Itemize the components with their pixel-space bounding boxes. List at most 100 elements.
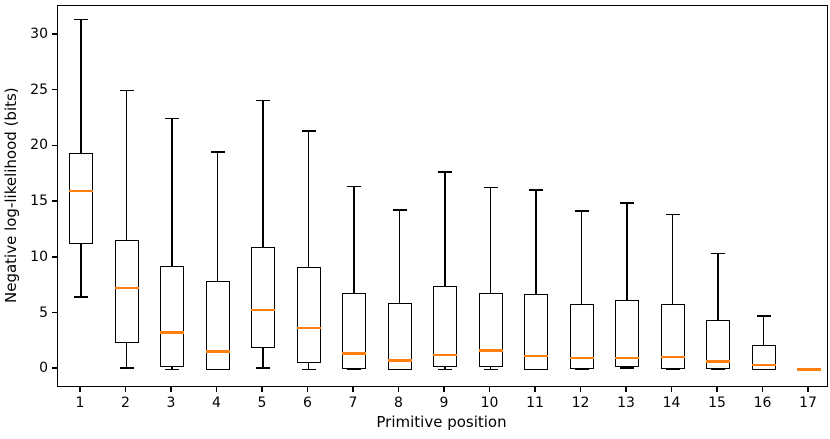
- x-tick-mark: [579, 386, 582, 392]
- x-tick-label: 17: [799, 395, 817, 411]
- y-tick-label: 25: [30, 81, 48, 98]
- x-tick-label: 3: [166, 395, 176, 411]
- whisker-cap-lower: [347, 368, 361, 371]
- median-line: [114, 286, 139, 290]
- x-tick-mark: [124, 386, 127, 392]
- whisker-cap-lower: [74, 296, 88, 298]
- median-line: [660, 355, 685, 359]
- whisker-upper: [535, 189, 537, 296]
- whisker-lower: [444, 365, 446, 370]
- x-tick-label: 16: [753, 395, 772, 411]
- x-tick-label: 6: [303, 395, 312, 411]
- whisker-upper: [444, 172, 446, 288]
- y-tick-mark: [52, 88, 57, 91]
- whisker-upper: [80, 19, 82, 155]
- median-line: [433, 353, 457, 357]
- whisker-upper: [671, 214, 674, 306]
- median-line: [569, 356, 594, 360]
- iqr-box: [478, 293, 503, 368]
- whisker-cap-upper: [210, 151, 225, 153]
- median-line: [342, 352, 366, 355]
- median-line: [706, 360, 730, 363]
- median-line: [751, 363, 776, 367]
- whisker-cap-upper: [392, 209, 407, 211]
- whisker-upper: [398, 209, 401, 305]
- y-tick-mark: [52, 144, 57, 147]
- x-tick-label: 9: [439, 395, 449, 411]
- whisker-lower: [307, 361, 310, 370]
- x-axis-label: Primitive position: [376, 413, 507, 431]
- whisker-upper: [626, 203, 628, 302]
- x-tick-mark: [352, 386, 354, 392]
- whisker-lower: [80, 242, 82, 297]
- whisker-upper: [717, 253, 719, 322]
- y-tick-mark: [52, 33, 57, 35]
- median-line: [296, 326, 321, 330]
- x-tick-label: 14: [662, 395, 681, 411]
- whisker-cap-lower: [438, 368, 452, 371]
- x-tick-mark: [170, 386, 172, 392]
- iqr-box: [342, 293, 366, 369]
- iqr-box: [114, 239, 139, 343]
- y-tick-mark: [52, 367, 57, 370]
- y-tick-mark: [52, 256, 57, 258]
- x-tick-mark: [443, 386, 445, 392]
- x-tick-mark: [488, 386, 491, 392]
- whisker-cap-upper: [119, 89, 134, 92]
- x-tick-label: 7: [348, 395, 358, 411]
- whisker-cap-upper: [74, 18, 88, 21]
- median-line: [797, 368, 821, 371]
- whisker-cap-lower: [119, 367, 134, 369]
- median-line: [615, 356, 639, 360]
- whisker-cap-upper: [347, 185, 361, 188]
- iqr-box: [387, 303, 412, 370]
- x-tick-label: 4: [212, 395, 221, 411]
- x-tick-mark: [534, 386, 536, 392]
- whisker-upper: [171, 118, 173, 268]
- whisker-lower: [489, 365, 492, 370]
- whisker-cap-upper: [574, 210, 589, 212]
- y-tick-mark: [52, 311, 57, 314]
- whisker-cap-upper: [165, 117, 179, 120]
- y-tick-label: 20: [30, 137, 48, 154]
- x-tick-label: 13: [617, 395, 635, 411]
- whisker-cap-lower: [620, 367, 634, 369]
- x-tick-label: 8: [394, 395, 403, 411]
- whisker-lower: [171, 365, 173, 370]
- whisker-cap-lower: [665, 368, 680, 371]
- x-tick-mark: [215, 386, 218, 392]
- median-line: [205, 350, 230, 353]
- whisker-cap-upper: [665, 213, 680, 216]
- whisker-cap-lower: [256, 367, 270, 369]
- whisker-upper: [307, 130, 310, 269]
- x-tick-mark: [761, 386, 764, 392]
- whisker-cap-upper: [256, 99, 270, 102]
- iqr-box: [205, 280, 230, 370]
- whisker-cap-lower: [574, 368, 589, 371]
- whisker-upper: [262, 100, 264, 249]
- median-line: [478, 349, 503, 352]
- x-tick-label: 2: [121, 395, 130, 411]
- whisker-upper: [762, 315, 765, 347]
- median-line: [387, 359, 412, 362]
- whisker-cap-upper: [438, 171, 452, 173]
- median-line: [69, 189, 93, 193]
- y-tick-label: 10: [30, 248, 48, 265]
- y-tick-label: 15: [30, 193, 48, 210]
- whisker-upper: [489, 187, 492, 295]
- whisker-cap-upper: [483, 186, 498, 189]
- whisker-cap-upper: [711, 252, 725, 255]
- y-tick-label: 5: [39, 304, 48, 321]
- x-tick-label: 5: [257, 395, 267, 411]
- whisker-upper: [580, 211, 583, 306]
- whisker-cap-upper: [620, 202, 634, 204]
- x-tick-label: 12: [571, 395, 590, 411]
- iqr-box: [69, 152, 93, 244]
- x-tick-mark: [79, 386, 81, 392]
- x-tick-mark: [261, 386, 263, 392]
- whisker-cap-lower: [711, 368, 725, 371]
- x-tick-label: 11: [526, 395, 544, 411]
- median-line: [524, 354, 548, 358]
- iqr-box: [160, 266, 184, 368]
